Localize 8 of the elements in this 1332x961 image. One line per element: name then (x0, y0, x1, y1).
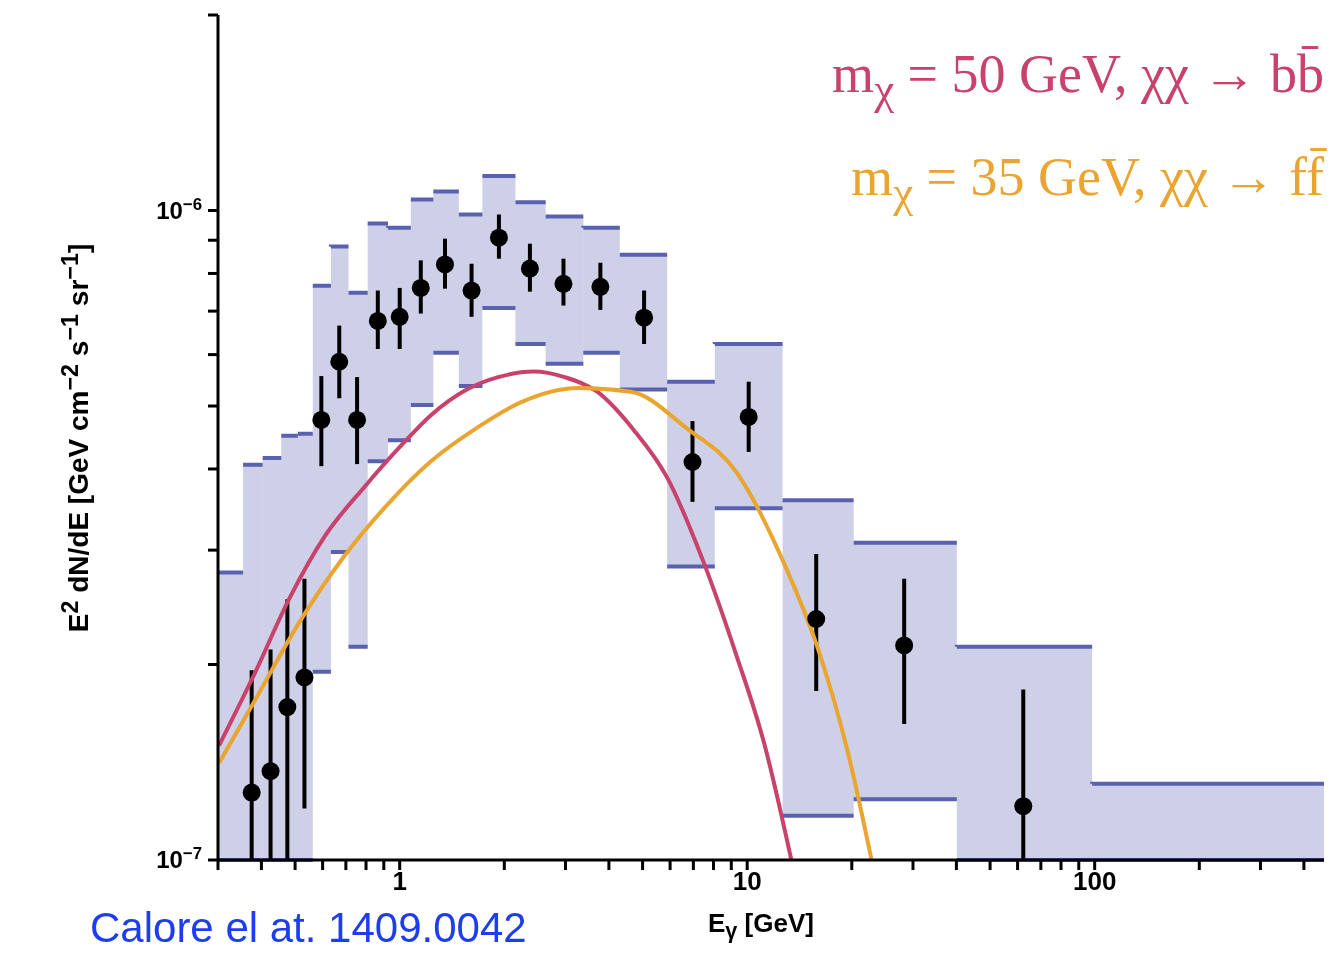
x-axis-title: E$_{γ}$ [GeV] (708, 908, 814, 945)
x-tick-label: 1 (392, 866, 407, 897)
y-tick-label: 10$^{−6}$ (156, 194, 202, 224)
y-tick-label: 10$^{−7}$ (156, 843, 202, 874)
text: m$_{χ}$ = 50 GeV, χχ → bb̄ (832, 43, 1324, 116)
x-tick-label: 100 (1072, 866, 1117, 897)
x-tick-label: 10 (732, 866, 762, 897)
text: Calore el at. 1409.0042 (90, 904, 527, 952)
